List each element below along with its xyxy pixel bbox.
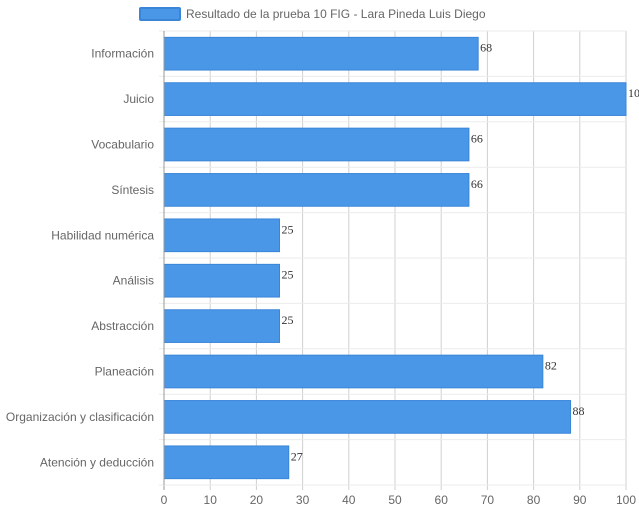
bar[interactable] [163,36,479,71]
bar[interactable] [163,173,470,207]
bar[interactable] [163,263,280,298]
category-label: Planeación [95,365,154,379]
x-tick-label: 50 [388,493,402,507]
bars: 68 100 66 66 25 25 25 82 88 27 [163,36,639,480]
bar[interactable] [163,445,290,480]
category-label: Juicio [123,92,154,106]
category-label: Organización y clasificación [6,410,154,424]
data-label: 66 [471,132,483,146]
x-tick-label: 60 [435,493,449,507]
bar[interactable] [163,82,627,116]
data-label: 66 [471,177,483,191]
x-tick-label: 100 [616,493,636,507]
x-tick-label: 40 [342,493,356,507]
data-label: 25 [282,313,294,327]
category-label: Atención y deducción [40,455,154,469]
data-label: 88 [573,404,585,418]
legend-swatch [139,7,181,21]
bar[interactable] [163,127,470,162]
legend-label: Resultado de la prueba 10 FIG - Lara Pin… [186,7,486,21]
bar[interactable] [163,400,572,434]
data-label: 25 [282,268,294,282]
x-tick-label: 70 [481,493,495,507]
axes: 0 10 20 30 40 50 60 70 80 90 100 Información Juicio V… [6,31,636,507]
category-label: Habilidad numérica [51,228,154,242]
data-label: 100 [628,86,639,100]
category-label: Información [91,47,154,61]
x-tick-label: 80 [527,493,541,507]
category-label: Abstracción [91,319,154,333]
data-label: 27 [291,449,303,463]
x-tick-label: 30 [296,493,310,507]
category-label: Vocabulario [91,138,154,152]
x-tick-label: 90 [573,493,587,507]
bar[interactable] [163,218,280,253]
bar[interactable] [163,309,280,343]
data-label: 25 [282,222,294,236]
x-tick-label: 20 [250,493,264,507]
legend[interactable]: Resultado de la prueba 10 FIG - Lara Pin… [139,7,486,21]
data-label: 82 [545,359,557,373]
x-tick-label: 10 [204,493,218,507]
bar[interactable] [163,354,544,389]
category-label: Análisis [113,274,154,288]
x-tick-label: 0 [161,493,168,507]
data-label: 68 [480,41,492,55]
category-label: Síntesis [111,183,154,197]
